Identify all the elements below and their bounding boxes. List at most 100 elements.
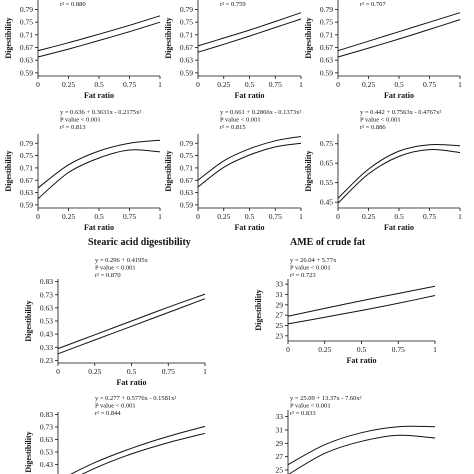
regression-equation: r² = 0.759 [220,1,246,8]
y-tick-label: 25 [276,321,284,330]
y-tick-label: 0.73 [40,423,53,432]
y-tick-label: 0.71 [180,163,193,172]
y-tick-label: 0.79 [20,139,33,148]
axes [287,410,289,474]
y-tick-label: 29 [276,300,284,309]
confidence-band-line-upper [70,425,206,474]
chart-panel-4: 0.59 0.63 0.67 0.71 0.75 0.79 0 0.25 0.5 0.75 1 Fat… [4,109,162,232]
confidence-band-line-lower [287,295,436,325]
y-tick-label: 0.55 [320,178,333,187]
regression-equation: P value < 0.001 [60,117,101,124]
confidence-band-line-upper [197,12,302,47]
x-tick-label: 0 [336,80,340,89]
x-tick-label: 1 [458,80,462,89]
panel-title: Stearic acid digestibility [88,237,191,248]
confidence-band-line-upper [37,15,161,52]
x-tick-label: 1 [458,212,462,221]
x-tick-label: 0 [36,80,40,89]
x-tick-label: 0 [286,345,290,354]
y-tick-label: 33 [276,280,284,289]
regression-equation: r² = 0.886 [360,124,386,131]
y-tick-label: 0.43 [40,330,53,339]
regression-equation: P value < 0.001 [95,403,136,410]
y-tick-label: 0.67 [320,43,333,52]
x-tick-label: 0.75 [423,212,436,221]
x-tick-label: 0.5 [94,212,104,221]
confidence-band-line-upper [287,285,436,317]
confidence-band-line-lower [37,21,161,58]
x-tick-label: 0.25 [88,367,101,376]
x-tick-label: 1 [158,212,162,221]
y-tick-label: 0.43 [40,460,53,469]
confidence-band-line-lower [197,142,302,188]
confidence-band-line-upper [37,139,161,189]
x-tick-label: 0.5 [127,367,137,376]
y-tick-label: 0.59 [20,68,33,77]
y-axis-label: Digestibility [164,150,173,191]
x-tick-label: 0 [336,212,340,221]
confidence-band-line-upper [57,293,206,350]
y-tick-label: 0.67 [180,176,193,185]
x-tick-label: 0.5 [245,80,255,89]
y-tick-label: 0.33 [40,343,53,352]
x-axis-label: Fat ratio [384,223,414,232]
x-tick-label: 0.5 [245,212,255,221]
y-axis-label: Digestibility [164,17,173,58]
regression-equation: P value < 0.001 [290,403,331,410]
axes [197,0,301,77]
y-tick-label: 0.45 [320,198,333,207]
y-tick-label: 0.75 [180,151,193,160]
y-tick-label: 33 [276,412,284,421]
x-tick-label: 0.5 [394,80,404,89]
regression-equation: y = 25.09 + 13.37x - 7.60x² [290,395,362,402]
regression-equation: y = 0.277 + 0.5776x - 0.1581x² [95,395,176,402]
y-tick-label: 0.23 [40,356,53,365]
y-tick-label: 0.71 [180,30,193,39]
confidence-band-line-lower [337,19,461,58]
regression-equation: y = 0.636 + 0.3631x - 0.2175x² [60,109,141,116]
y-tick-label: 0.71 [320,30,333,39]
x-tick-label: 0 [36,212,40,221]
chart-panel-7: 0.23 0.33 0.43 0.53 0.63 0.73 0.83 0 0.25 0.5 0.75… [24,237,207,387]
x-tick-label: 0.75 [162,367,175,376]
y-tick-label: 23 [276,331,284,340]
x-tick-label: 0 [56,367,60,376]
chart-panel-3: 0.59 0.63 0.67 0.71 0.75 0.79 0 0.25 0.5 0.75 1 Fat… [304,0,462,100]
regression-equation: r² = 0.870 [95,272,121,279]
y-axis-label: Digestibility [4,17,13,58]
x-axis-label: Fat ratio [347,356,377,365]
y-tick-label: 0.71 [20,163,33,172]
x-tick-label: 0.25 [217,212,230,221]
chart-panel-6: 0.45 0.55 0.65 0.75 0 0.25 0.5 0.75 1 Fat ratio Di… [304,109,462,232]
confidence-band-line-lower [57,298,206,355]
y-tick-label: 0.79 [320,5,333,14]
y-axis-label: Digestibility [304,17,313,58]
y-tick-label: 25 [276,466,284,474]
x-tick-label: 0.75 [123,212,136,221]
regression-equation: r² = 0.813 [60,124,86,131]
y-tick-label: 0.63 [20,56,33,65]
axes [57,412,59,474]
y-axis-label: Digestibility [24,300,33,341]
x-tick-label: 0.75 [123,80,136,89]
x-axis-label: Fat ratio [84,91,114,100]
confidence-band-line-lower [37,149,161,200]
y-tick-label: 0.83 [40,410,53,419]
y-tick-label: 0.59 [180,200,193,209]
confidence-band-line-lower [288,434,436,474]
regression-equation: P value < 0.001 [95,265,136,272]
regression-equation: r² = 0.815 [220,124,246,131]
regression-equation: r² = 0.833 [290,410,316,417]
regression-equation: y = 26.04 + 5.77x [290,257,337,264]
regression-equation: y = 0.442 + 0.7563x - 0.4767x² [360,109,441,116]
regression-equation: r² = 0.707 [360,1,386,8]
y-tick-label: 0.75 [20,18,33,27]
y-tick-label: 0.75 [20,151,33,160]
y-axis-label: Digestibility [4,150,13,191]
chart-panel-10: 232527293133y = 25.09 + 13.37x - 7.60x²P… [276,395,436,474]
y-tick-label: 0.79 [20,5,33,14]
y-tick-label: 0.53 [40,448,53,457]
x-tick-label: 1 [299,80,303,89]
